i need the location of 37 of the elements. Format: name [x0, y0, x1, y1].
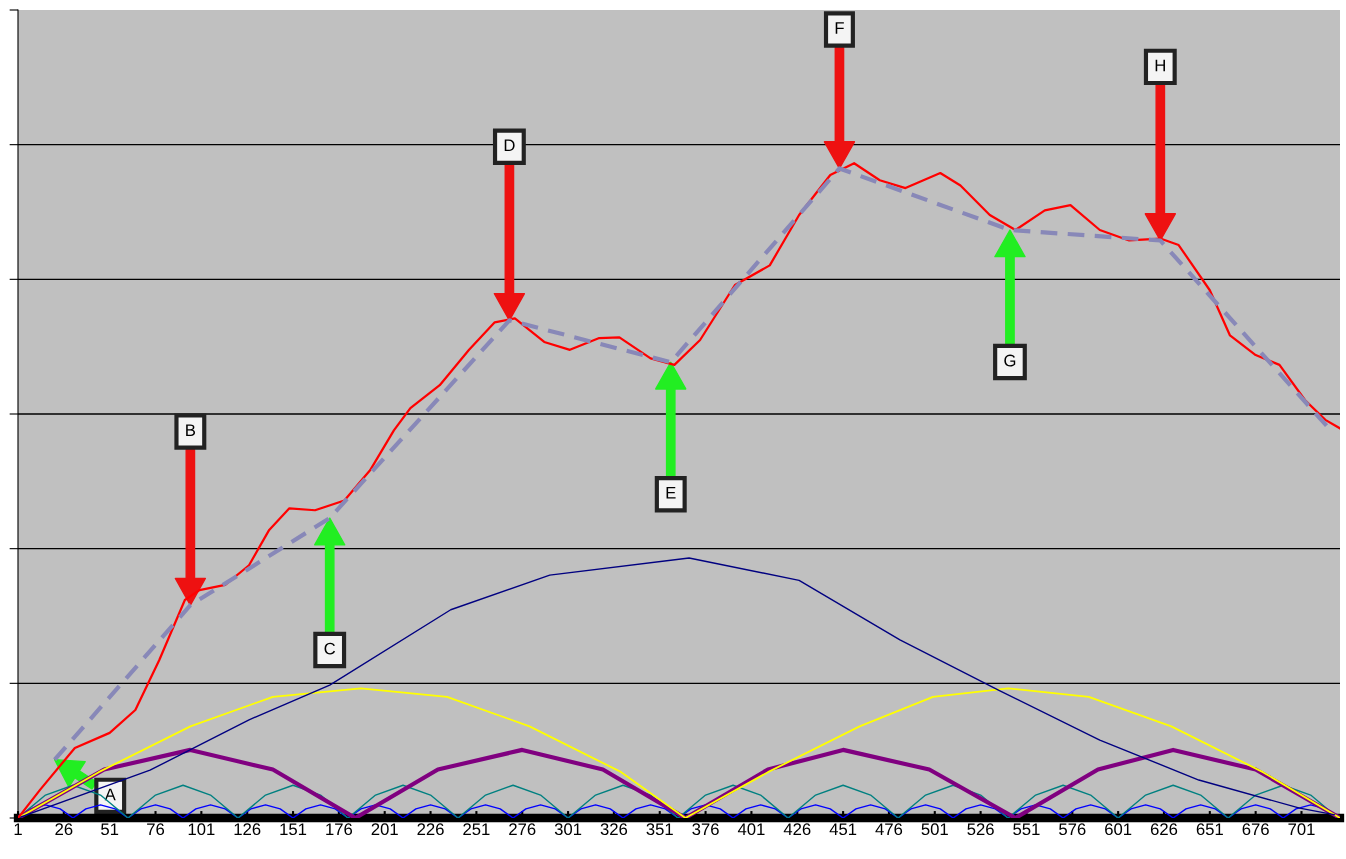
annotation: A	[104, 788, 116, 801]
text: F	[835, 22, 844, 34]
x-tick-label: 426	[783, 823, 811, 836]
x-tick-label: 251	[463, 823, 490, 836]
x-tick-label: 351	[646, 823, 673, 836]
x-tick-label: 676	[1242, 823, 1269, 836]
text: H	[1155, 59, 1165, 72]
x-tick-label: 151	[280, 823, 307, 836]
x-tick-label: 1	[14, 823, 22, 835]
annotation: C	[324, 642, 336, 655]
x-tick-label: 526	[967, 823, 994, 836]
x-tick-label: 301	[554, 823, 582, 836]
x-tick-label: 701	[1288, 823, 1315, 836]
x-tick-label: 226	[417, 823, 444, 836]
x-tick-label: 176	[326, 823, 353, 836]
x-tick-label: 51	[101, 823, 119, 836]
x-tick-label: 376	[692, 823, 719, 836]
x-tick-label: 501	[921, 823, 948, 836]
x-tick-label: 476	[875, 823, 903, 836]
x-tick-label: 26	[55, 823, 73, 836]
annotation: E	[666, 487, 676, 499]
x-tick-label: 201	[371, 823, 398, 836]
x-tick-label: 76	[147, 823, 165, 836]
x-tick-label: 276	[509, 823, 536, 836]
text: D	[504, 139, 515, 152]
annotation: B	[186, 424, 196, 436]
x-tick-label: 551	[1013, 823, 1040, 836]
x-tick-label: 601	[1105, 823, 1132, 836]
x-tick-label: 576	[1059, 823, 1086, 836]
x-tick-label: 326	[600, 823, 628, 836]
x-tick-label: 651	[1196, 823, 1223, 836]
x-tick-label: 626	[1150, 823, 1178, 836]
x-tick-label: 126	[234, 823, 261, 836]
x-tick-label: 451	[829, 823, 857, 836]
x-tick-label: 401	[737, 823, 765, 836]
x-tick-label: 101	[188, 823, 215, 836]
annotation: G	[1004, 354, 1016, 367]
